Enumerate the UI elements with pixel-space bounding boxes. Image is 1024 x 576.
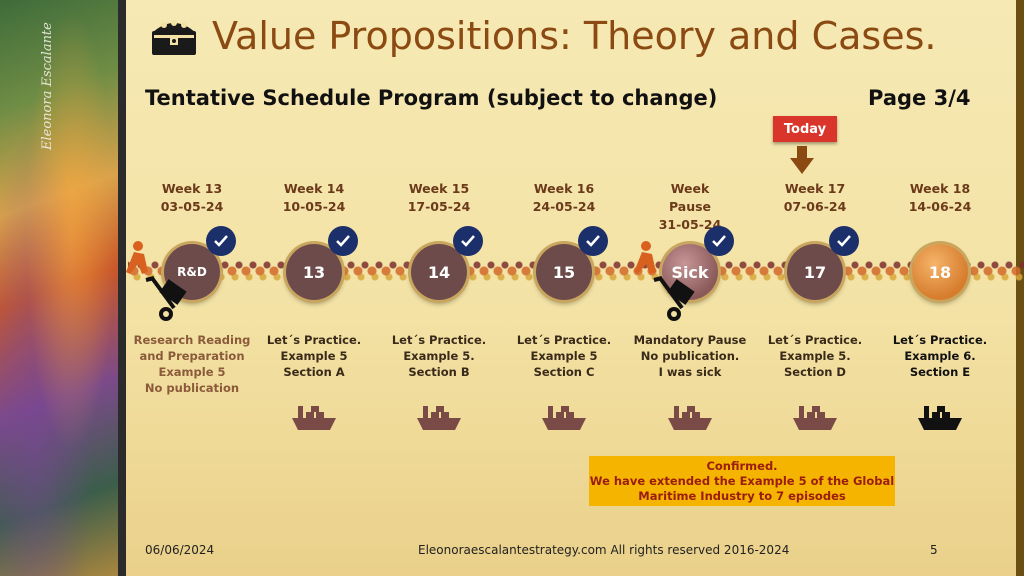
timeline-node: 15 (536, 244, 592, 300)
left-border (118, 0, 126, 576)
page-indicator: Page 3/4 (868, 86, 971, 110)
cargo-ship-icon (918, 406, 962, 430)
week-description: Let´s Practice. Example 5. Section B (391, 333, 487, 379)
week-label: Week 16 24-05-24 (532, 181, 596, 214)
week-description: Let´s Practice. Example 5 Section C (516, 333, 612, 379)
title-text: Value Propositions: Theory and Cases. (212, 14, 937, 58)
schedule-subtitle: Tentative Schedule Program (subject to c… (145, 86, 718, 110)
confirmation-notice: Confirmed. We have extended the Example … (589, 456, 895, 506)
week-label: Week 18 14-06-24 (908, 181, 972, 214)
timeline-node: 18 (912, 244, 968, 300)
checkmark-icon (578, 226, 608, 256)
slide-title: Value Propositions: Theory and Cases. (150, 14, 936, 58)
week-label: Week 17 07-06-24 (783, 181, 847, 214)
week-label: Week 15 17-05-24 (407, 181, 471, 214)
cargo-ship-icon (292, 406, 336, 430)
footer-date: 06/06/2024 (145, 543, 215, 557)
down-arrow-icon (790, 146, 814, 174)
today-badge: Today (773, 116, 837, 142)
treasure-chest-icon (152, 20, 196, 55)
week-column-15: Week 15 17-05-24 14 Let´s Practice. Exampl… (375, 0, 503, 576)
cargo-ship-icon (793, 406, 837, 430)
footer-copyright: Eleonoraescalantestrategy.com All rights… (418, 543, 790, 557)
timeline-node: 13 (286, 244, 342, 300)
week-column-14: Week 14 10-05-24 13 Let´s Practice. Exampl… (250, 0, 378, 576)
timeline-node: 17 (787, 244, 843, 300)
week-description: Let´s Practice. Example 5 Section A (266, 333, 362, 379)
week-column-16: Week 16 24-05-24 15 Let´s Practice. Exampl… (500, 0, 628, 576)
week-description: Research Reading and Preparation Example 5… (133, 333, 251, 395)
hand-truck-mover-icon (634, 241, 695, 321)
week-column-18: Week 18 14-06-24 18 Let´s Practice. Exampl… (876, 0, 1004, 576)
slide-number: 5 (930, 543, 938, 557)
week-description: Mandatory Pause No publication. I was sick (633, 333, 747, 379)
week-label: Week 13 03-05-24 (160, 181, 224, 214)
week-label: Week Pause 31-05-24 (658, 181, 722, 232)
right-border (1016, 0, 1024, 576)
week-description: Let´s Practice. Example 5. Section D (767, 333, 863, 379)
checkmark-icon (328, 226, 358, 256)
cargo-ship-icon (668, 406, 712, 430)
artist-signature: Eleonora Escalante (40, 22, 55, 150)
checkmark-icon (704, 226, 734, 256)
checkmark-icon (453, 226, 483, 256)
cargo-ship-icon (417, 406, 461, 430)
hand-truck-mover-icon (126, 241, 187, 321)
week-column-17: Week 17 07-06-24 17 Let´s Practice. Exampl… (751, 0, 879, 576)
cargo-ship-icon (542, 406, 586, 430)
timeline-node: 14 (411, 244, 467, 300)
week-description: Let´s Practice. Example 6. Section E (892, 333, 988, 379)
week-label: Week 14 10-05-24 (282, 181, 346, 214)
checkmark-icon (829, 226, 859, 256)
decorative-flower-art (0, 0, 118, 576)
checkmark-icon (206, 226, 236, 256)
